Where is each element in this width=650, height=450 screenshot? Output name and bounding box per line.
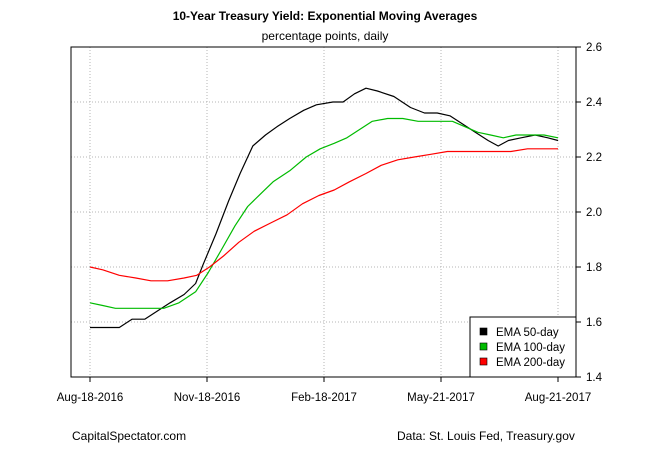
legend-swatch xyxy=(479,357,488,366)
y-tick-label: 2.0 xyxy=(586,207,602,219)
x-tick-label: Aug-18-2016 xyxy=(57,392,124,404)
series-line-ema-100-day xyxy=(89,117,559,309)
footer-source-site: CapitalSpectator.com xyxy=(72,429,187,443)
x-tick-label: Aug-21-2017 xyxy=(525,392,592,404)
y-tick-label: 2.2 xyxy=(586,152,602,164)
x-tick-label: Nov-18-2016 xyxy=(174,392,240,404)
chart-subtitle: percentage points, daily xyxy=(261,29,389,43)
x-tick-label: May-21-2017 xyxy=(407,392,475,404)
y-tick-label: 2.6 xyxy=(586,42,602,54)
x-axis: Aug-18-2016 Nov-18-2016 Feb-18-2017 May-21-… xyxy=(57,377,592,404)
y-axis: 1.4 1.6 1.8 2.0 2.2 2.4 2.6 xyxy=(576,42,603,384)
y-tick-label: 1.8 xyxy=(586,262,602,274)
legend-label: EMA 100-day xyxy=(496,342,565,354)
legend-box xyxy=(469,316,577,378)
legend-label: EMA 200-day xyxy=(496,357,565,369)
footer-data-credit: Data: St. Louis Fed, Treasury.gov xyxy=(397,429,575,443)
y-tick-label: 2.4 xyxy=(586,97,603,109)
legend-label: EMA 50-day xyxy=(496,327,559,339)
y-tick-label: 1.6 xyxy=(586,317,602,329)
legend: EMA 50-day EMA 100-day EMA 200-day xyxy=(469,316,577,378)
chart-title: 10-Year Treasury Yield: Exponential Movi… xyxy=(172,9,478,23)
legend-swatch xyxy=(479,327,488,336)
x-tick-label: Feb-18-2017 xyxy=(291,392,357,404)
series-line-ema-200-day xyxy=(89,148,558,282)
legend-swatch xyxy=(479,342,488,351)
series-line-ema-50-day xyxy=(90,87,559,329)
series-lines xyxy=(89,87,559,329)
y-tick-label: 1.4 xyxy=(586,372,603,384)
